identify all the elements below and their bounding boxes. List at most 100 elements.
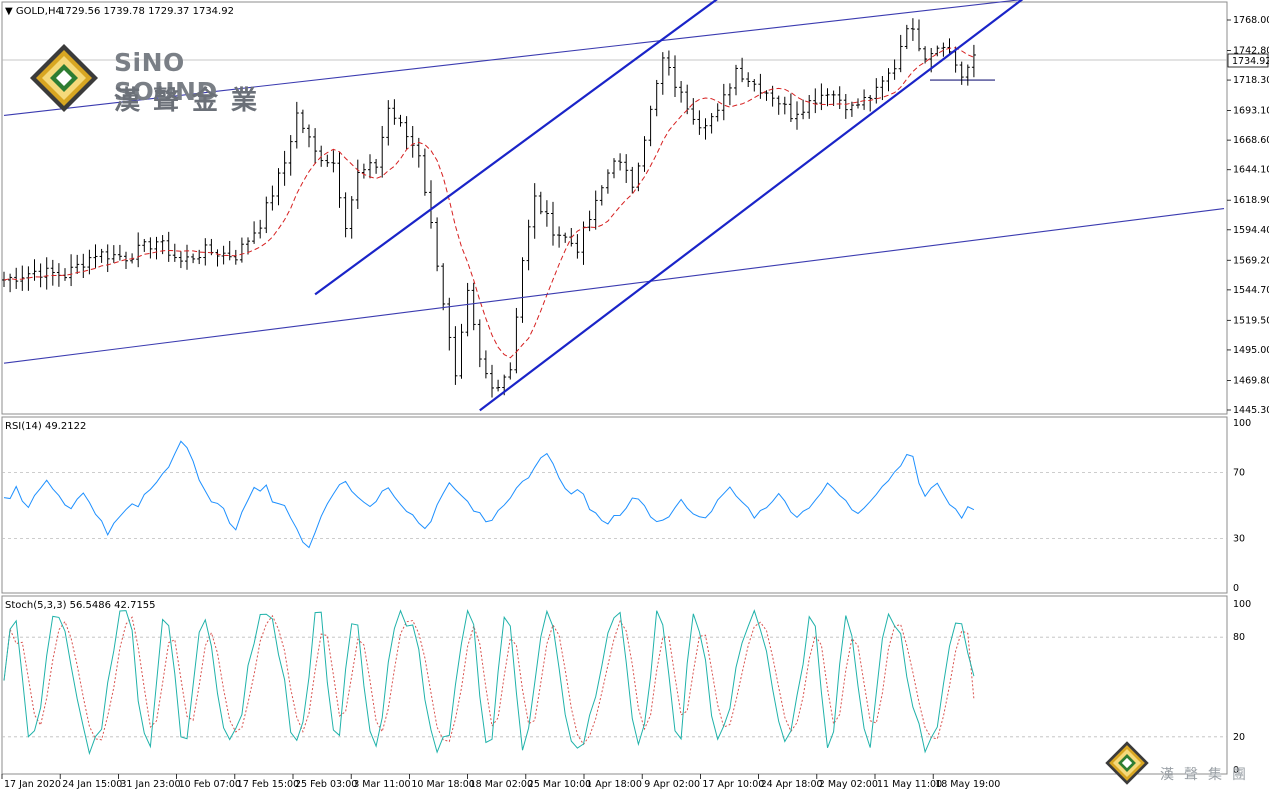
x-tick-label: 17 Feb 15:00 xyxy=(237,779,299,790)
rsi-panel-frame xyxy=(1,416,1228,594)
price-bar xyxy=(447,297,452,351)
price-bar xyxy=(246,237,250,255)
price-bar xyxy=(435,217,440,272)
price-bar xyxy=(294,101,299,149)
price-bar xyxy=(538,191,543,215)
rsi-title: RSI(14) 49.2122 xyxy=(5,421,86,432)
price-bar xyxy=(508,362,513,380)
price-bar xyxy=(624,154,629,183)
trendline xyxy=(479,0,1024,412)
price-bar xyxy=(63,268,67,281)
price-bar xyxy=(892,59,897,80)
price-bar xyxy=(910,18,915,41)
y-tick-label: 1693.10 xyxy=(1233,106,1269,117)
price-bar xyxy=(105,244,110,273)
current-price-box xyxy=(1227,53,1269,68)
ohlc-readout: 1729.56 1739.78 1729.37 1734.92 xyxy=(59,6,234,17)
y-tick-label: 1644.10 xyxy=(1233,165,1269,176)
price-bar xyxy=(752,79,757,92)
price-bar xyxy=(697,110,702,135)
diamond-logo-icon xyxy=(30,44,98,112)
corner-diamond-icon xyxy=(1105,741,1149,785)
trendline xyxy=(3,207,1225,364)
price-bar xyxy=(99,248,104,263)
x-tick-label: 1 Apr 18:00 xyxy=(586,779,642,790)
price-bar xyxy=(880,75,885,101)
price-bar xyxy=(605,169,610,194)
price-bar xyxy=(355,159,360,209)
price-bar xyxy=(178,251,183,269)
price-bar xyxy=(862,89,867,110)
price-bar xyxy=(343,192,348,238)
price-bar xyxy=(490,364,494,398)
y-tick-label: 1469.80 xyxy=(1233,375,1269,386)
price-bar xyxy=(264,196,269,234)
price-bar xyxy=(959,61,964,85)
price-bar xyxy=(557,226,562,248)
y-tick-label: 1594.40 xyxy=(1233,225,1269,236)
price-bar xyxy=(923,46,928,64)
price-bar xyxy=(477,319,482,368)
price-bar xyxy=(44,257,49,290)
price-bar xyxy=(471,282,476,331)
stoch-panel-frame xyxy=(1,595,1228,775)
price-bar xyxy=(965,64,970,86)
corner-brand-cn: 漢聲集團 xyxy=(1160,767,1256,783)
price-bar xyxy=(758,73,763,99)
rsi-tick-label: 0 xyxy=(1233,583,1239,594)
price-bar xyxy=(727,83,732,106)
price-bar xyxy=(849,101,854,117)
price-bar xyxy=(93,244,98,268)
price-bar xyxy=(788,93,793,122)
symbol-info: ▼ GOLD,H4 xyxy=(5,6,62,17)
price-bar xyxy=(532,183,537,239)
x-tick-label: 24 Apr 18:00 xyxy=(761,779,823,790)
moving-average-line xyxy=(3,47,975,359)
stoch-k-line xyxy=(3,608,975,756)
rsi-tick-label: 70 xyxy=(1233,468,1245,479)
price-bar xyxy=(239,237,244,263)
stoch-tick-label: 0 xyxy=(1233,765,1239,776)
price-bar xyxy=(575,234,580,259)
x-tick-label: 25 Feb 03:00 xyxy=(295,779,357,790)
stoch-tick-label: 100 xyxy=(1233,599,1251,610)
price-bar xyxy=(374,158,379,174)
price-bar xyxy=(69,254,74,287)
price-bar xyxy=(801,99,806,120)
price-bar xyxy=(75,254,80,274)
price-bar xyxy=(825,88,830,107)
price-bar xyxy=(612,158,616,179)
y-tick-label: 1768.00 xyxy=(1233,15,1269,26)
price-bar xyxy=(483,350,488,379)
rsi-tick-label: 100 xyxy=(1233,418,1251,429)
x-tick-label: 17 Apr 10:00 xyxy=(702,779,764,790)
price-bar xyxy=(368,154,372,179)
price-bar xyxy=(514,307,519,374)
price-bar xyxy=(868,95,873,112)
x-tick-label: 9 Apr 02:00 xyxy=(644,779,700,790)
price-bar xyxy=(215,249,220,267)
price-bar xyxy=(453,326,458,385)
price-bar xyxy=(886,68,891,92)
price-bar xyxy=(300,109,305,134)
price-bar xyxy=(154,236,159,260)
price-bar xyxy=(679,81,684,103)
y-tick-label: 1668.60 xyxy=(1233,135,1269,146)
price-bar xyxy=(313,128,318,165)
stoch-tick-label: 80 xyxy=(1233,632,1245,643)
price-bar xyxy=(8,273,13,293)
price-bar xyxy=(721,83,726,121)
trendline xyxy=(314,0,718,296)
price-bar xyxy=(203,238,208,266)
y-tick-label: 1495.00 xyxy=(1233,345,1269,356)
price-bar xyxy=(496,379,501,392)
price-bar xyxy=(843,94,848,119)
x-tick-label: 10 Mar 18:00 xyxy=(411,779,474,790)
price-bar xyxy=(148,237,153,259)
x-tick-label: 31 Jan 23:00 xyxy=(120,779,180,790)
price-bar xyxy=(307,124,311,148)
price-bar xyxy=(599,185,604,206)
axis-layer: 1768.00 1742.80 1718.30 1693.10 1668.60 1644.… xyxy=(1,15,1269,790)
price-bar xyxy=(361,163,366,179)
